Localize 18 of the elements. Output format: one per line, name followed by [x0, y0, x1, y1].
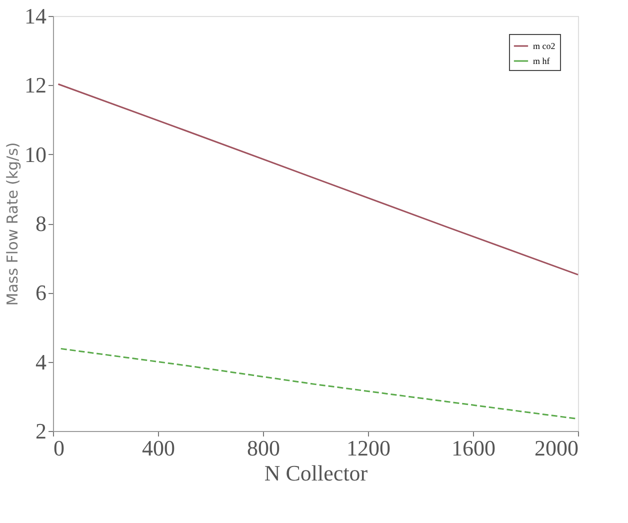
- x-tick-label: 1200: [346, 436, 390, 460]
- x-tick-label: 1600: [452, 436, 496, 460]
- legend-label: m hf: [533, 56, 550, 66]
- x-axis-title: N Collector: [264, 460, 368, 486]
- line-series: [58, 83, 579, 276]
- x-tick-label: 0: [54, 436, 64, 460]
- x-tick-label: 2000: [534, 436, 578, 460]
- y-tick-label: 12: [24, 72, 46, 98]
- y-tick-label: 2: [36, 418, 46, 444]
- y-tick-label: 6: [36, 280, 46, 306]
- y-tick-label: 14: [24, 4, 46, 28]
- y-tick-label: 8: [36, 211, 46, 236]
- x-tick-label: 800: [247, 436, 280, 460]
- y-axis-title: Mass Flow Rate (kg/s): [4, 142, 22, 306]
- y-tick-label: 4: [36, 349, 46, 374]
- y-tick-label: 10: [24, 142, 46, 167]
- x-tick-label: 400: [142, 436, 175, 460]
- legend-label: m co2: [533, 41, 556, 51]
